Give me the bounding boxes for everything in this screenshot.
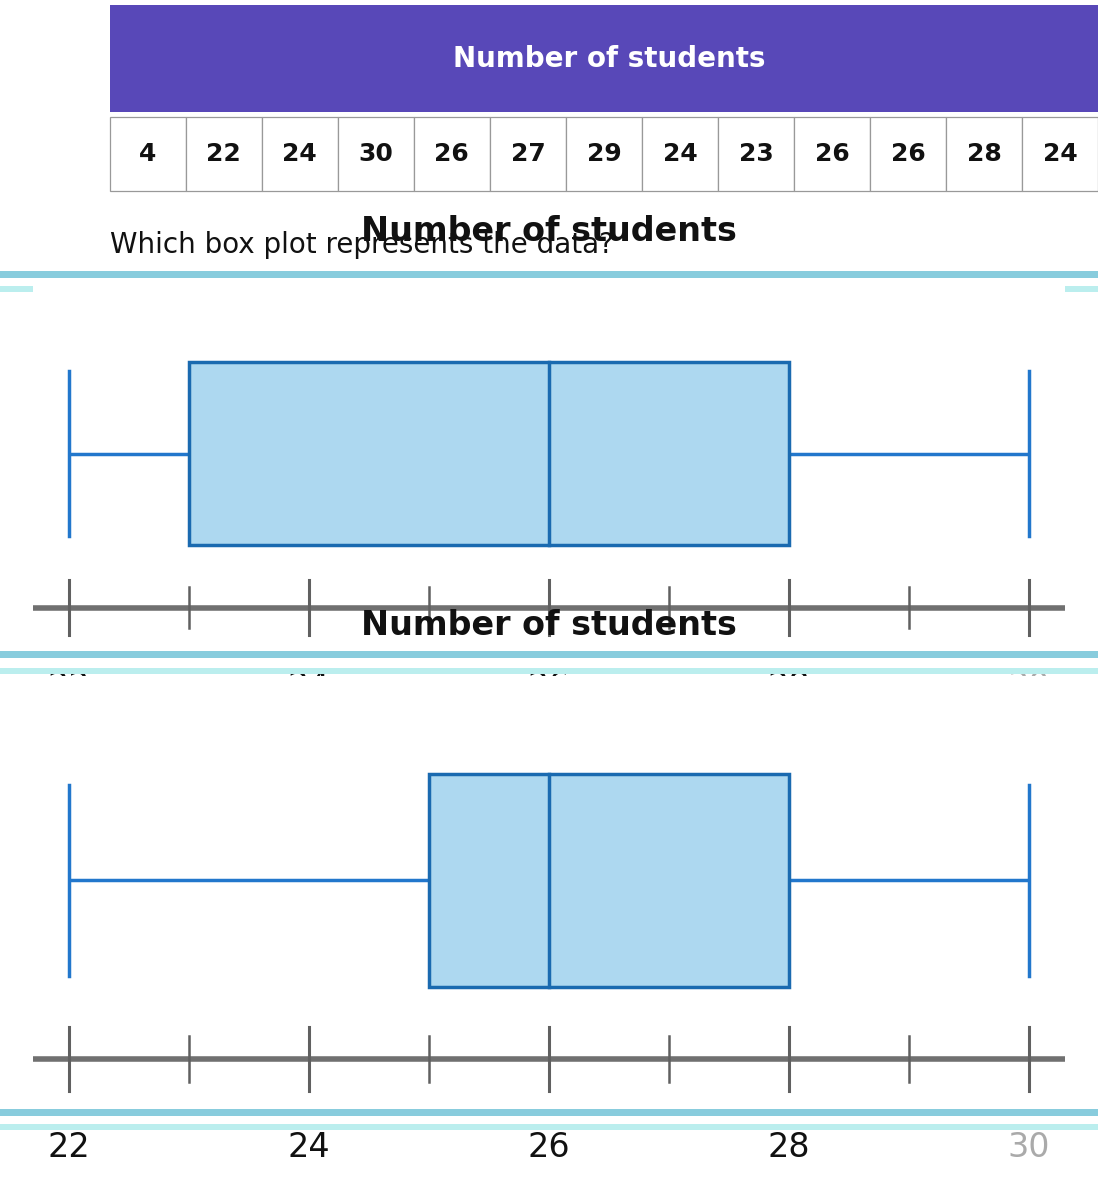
Text: 28: 28 bbox=[966, 142, 1001, 167]
Bar bbox=[490, 117, 565, 191]
Text: 26: 26 bbox=[435, 142, 469, 167]
Bar bbox=[794, 117, 870, 191]
Bar bbox=[429, 774, 789, 987]
Bar bbox=[642, 117, 718, 191]
Text: 22: 22 bbox=[47, 1131, 90, 1164]
Text: Number of students: Number of students bbox=[453, 45, 765, 72]
Bar bbox=[414, 117, 490, 191]
Text: 28: 28 bbox=[768, 1131, 810, 1164]
Text: 26: 26 bbox=[528, 670, 570, 703]
Bar bbox=[1022, 117, 1098, 191]
Text: 28: 28 bbox=[768, 670, 810, 703]
Text: 30: 30 bbox=[1008, 670, 1051, 703]
Bar bbox=[186, 117, 261, 191]
Bar bbox=[870, 117, 946, 191]
Bar bbox=[718, 117, 794, 191]
Bar bbox=[946, 117, 1022, 191]
Text: 27: 27 bbox=[511, 142, 546, 167]
Text: 30: 30 bbox=[1008, 1131, 1051, 1164]
Text: 29: 29 bbox=[586, 142, 621, 167]
Text: 23: 23 bbox=[739, 142, 773, 167]
Text: 24: 24 bbox=[1043, 142, 1077, 167]
Text: 24: 24 bbox=[282, 142, 317, 167]
Text: 24: 24 bbox=[662, 142, 697, 167]
Text: 22: 22 bbox=[47, 670, 90, 703]
Bar bbox=[261, 117, 338, 191]
Text: 22: 22 bbox=[206, 142, 242, 167]
Text: Number of students: Number of students bbox=[361, 215, 737, 248]
Text: 24: 24 bbox=[288, 670, 330, 703]
Bar bbox=[338, 117, 414, 191]
Text: 30: 30 bbox=[358, 142, 393, 167]
Bar bbox=[110, 117, 186, 191]
Bar bbox=[110, 6, 1098, 112]
Text: 26: 26 bbox=[815, 142, 850, 167]
Text: Number of students: Number of students bbox=[361, 609, 737, 642]
Text: 24: 24 bbox=[288, 1131, 330, 1164]
Text: 26: 26 bbox=[528, 1131, 570, 1164]
Text: Which box plot represents the data?: Which box plot represents the data? bbox=[110, 230, 614, 259]
Text: 4: 4 bbox=[139, 142, 157, 167]
Bar bbox=[565, 117, 642, 191]
Bar bbox=[189, 362, 789, 545]
Text: 26: 26 bbox=[890, 142, 926, 167]
